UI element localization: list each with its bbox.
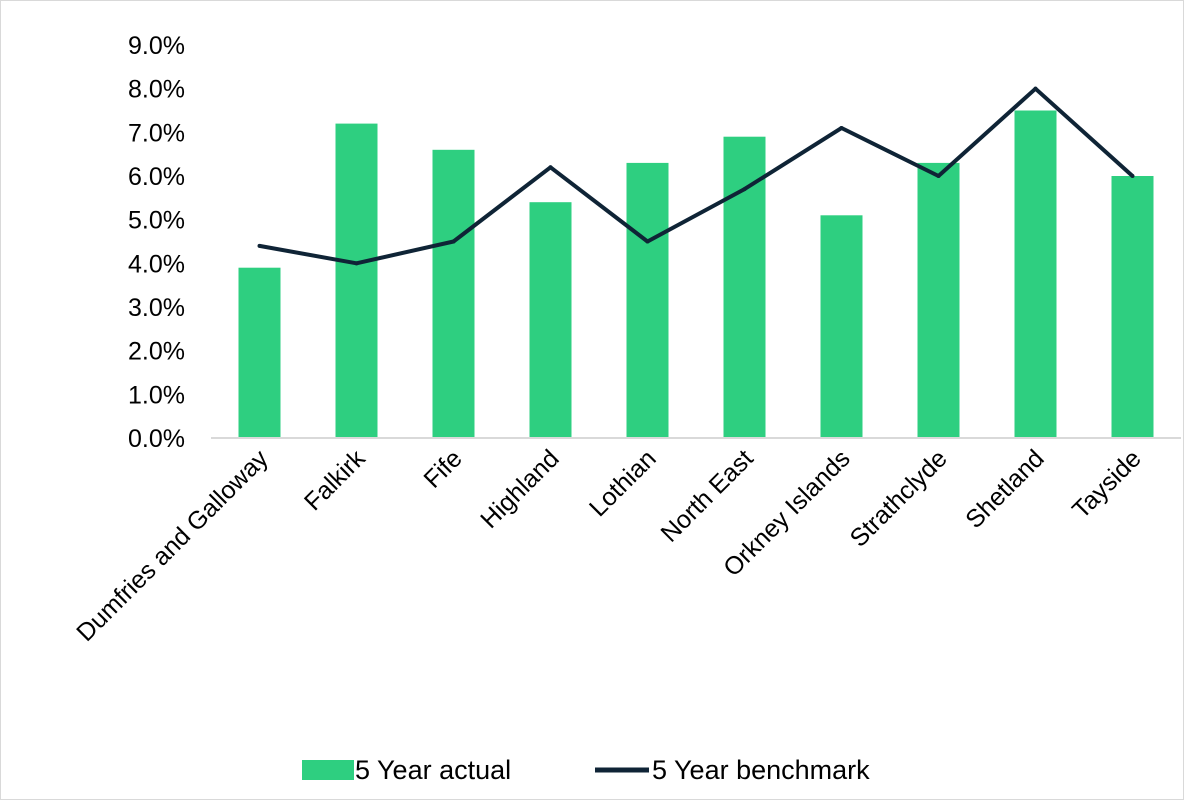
line-point (645, 239, 650, 244)
y-tick-label: 1.0% (128, 381, 185, 409)
legend: 5 Year actual 5 Year benchmark (302, 755, 870, 785)
line-point (354, 261, 359, 266)
line-point (1033, 86, 1038, 91)
bar (820, 215, 863, 438)
bar (238, 267, 281, 438)
legend-label-benchmark: 5 Year benchmark (652, 755, 870, 785)
legend-label-actual: 5 Year actual (355, 755, 511, 785)
y-tick-label: 9.0% (128, 32, 185, 60)
bar (917, 162, 960, 438)
x-tick-label: Dumfries and Galloway (71, 444, 274, 647)
y-tick-label: 6.0% (128, 163, 185, 191)
y-tick-label: 3.0% (128, 294, 185, 322)
bar (1111, 176, 1154, 438)
y-tick-label: 7.0% (128, 119, 185, 147)
line-point (257, 243, 262, 248)
bar (529, 202, 572, 438)
line-series (257, 86, 1135, 266)
bar (626, 162, 669, 438)
x-tick-label: Lothian (584, 444, 662, 522)
y-axis: 0.0% 1.0% 2.0% 3.0% 4.0% 5.0% 6.0% 7.0% 8.0% 9.0% (128, 32, 185, 453)
x-tick-label: Falkirk (299, 444, 371, 516)
bar-series (238, 110, 1154, 439)
line-point (451, 239, 456, 244)
x-tick-label: Highland (475, 444, 565, 534)
y-tick-label: 5.0% (128, 207, 185, 235)
x-tick-label: Tayside (1067, 444, 1147, 524)
x-axis: Dumfries and Galloway Falkirk Fife Highland… (71, 444, 1147, 647)
bar (1014, 110, 1057, 438)
line-point (936, 174, 941, 178)
y-tick-label: 0.0% (128, 425, 185, 453)
legend-swatch-actual (302, 760, 354, 780)
x-tick-label: Strathclyde (845, 444, 953, 552)
y-tick-label: 4.0% (128, 250, 185, 278)
x-tick-label: North East (655, 444, 758, 547)
y-tick-label: 8.0% (128, 76, 185, 104)
y-tick-label: 2.0% (128, 338, 185, 366)
line-point (548, 165, 553, 170)
benchmark-line (259, 86, 1134, 266)
line-point (742, 187, 747, 192)
bar (335, 123, 378, 438)
line-point (839, 125, 844, 130)
bar (432, 149, 475, 439)
x-tick-label: Fife (418, 444, 467, 493)
x-tick-label: Shetland (960, 444, 1050, 534)
line-point (1130, 174, 1135, 178)
